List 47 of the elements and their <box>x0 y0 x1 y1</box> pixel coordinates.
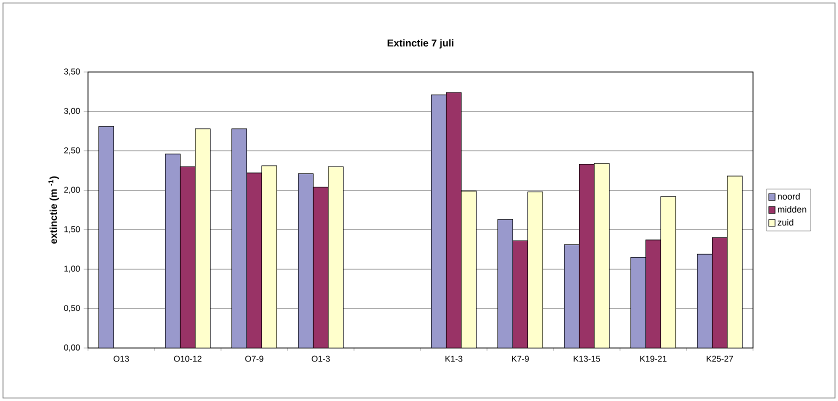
bar <box>446 92 462 348</box>
bar <box>512 240 528 348</box>
bar <box>164 154 181 348</box>
legend-label: midden <box>778 206 806 213</box>
bar <box>246 172 262 348</box>
y-tick-label: 3,00 <box>64 108 80 115</box>
x-tick-label: K1-3 <box>446 356 462 362</box>
bar <box>460 190 477 348</box>
y-tick-label: 2,00 <box>64 186 80 194</box>
chart-title: Extinctie 7 juli <box>388 39 454 48</box>
bar <box>594 163 610 348</box>
x-tick-label: O13 <box>114 356 129 362</box>
bar <box>660 196 676 348</box>
bar <box>564 244 580 348</box>
bar <box>497 219 514 348</box>
bar <box>312 186 329 348</box>
bar <box>726 176 743 348</box>
y-tick-label: 0,50 <box>64 305 80 312</box>
x-tick-label: K13-15 <box>574 356 600 362</box>
y-tick-label: 2,50 <box>64 147 80 154</box>
x-tick-label: O1-3 <box>312 356 330 362</box>
y-tick-label: 1,50 <box>64 226 80 234</box>
y-tick-label: 3,50 <box>64 68 80 76</box>
bar <box>261 166 278 348</box>
x-tick-label: K19-21 <box>640 356 666 362</box>
bar <box>231 128 248 348</box>
bar <box>527 192 544 348</box>
y-tick-label: 1,00 <box>64 266 80 273</box>
bar <box>578 164 595 348</box>
bar <box>298 173 314 348</box>
bar <box>328 166 344 348</box>
bar <box>712 237 728 348</box>
bar <box>430 94 447 348</box>
x-tick-label: K25-27 <box>706 356 733 362</box>
bar <box>98 126 114 348</box>
x-tick-label: O7-9 <box>245 356 264 362</box>
bar <box>194 128 211 348</box>
bar <box>696 254 713 348</box>
y-tick-label: 0,00 <box>64 344 80 352</box>
x-tick-label: K7-9 <box>512 356 529 362</box>
y-axis-title: extinctie (m $^{-1}$) <box>48 176 59 244</box>
legend-label: zuid <box>778 218 794 226</box>
bar <box>630 257 646 348</box>
bar <box>645 240 662 348</box>
x-tick-label: O10-12 <box>174 356 202 362</box>
bar <box>180 166 196 348</box>
legend-label: noord <box>778 193 800 200</box>
